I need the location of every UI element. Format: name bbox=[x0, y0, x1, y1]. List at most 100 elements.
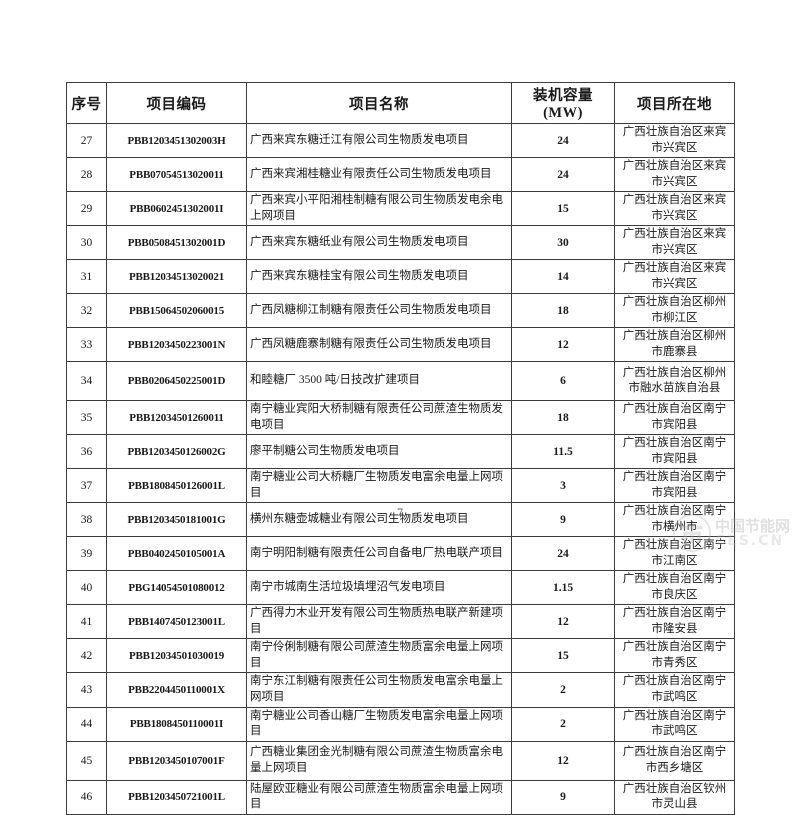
cell-project-code: PBB15064502060015 bbox=[106, 293, 247, 329]
cell-sequence: 40 bbox=[66, 570, 107, 606]
table-body: 27 PBB1203451302003H 广西来宾东糖迁江有限公司生物质发电项目 24… bbox=[66, 122, 735, 815]
cell-capacity: 12 bbox=[511, 604, 615, 640]
cell-location: 广西壮族自治区南宁市良庆区 bbox=[614, 570, 735, 606]
cell-project-name: 南宁糖业公司大桥糖厂生物质发电富余电量上网项目 bbox=[246, 468, 512, 504]
table-row: 34 PBB0206450225001D 和睦糖厂 3500 吨/日技改扩建项目 6 广… bbox=[66, 361, 735, 402]
cell-project-code: PBB1203450223001N bbox=[106, 327, 247, 363]
cell-capacity: 18 bbox=[511, 400, 615, 436]
cell-project-name: 广西来宾东糖桂宝有限公司生物质发电项目 bbox=[246, 259, 512, 295]
cell-project-name: 广西得力木业开发有限公司生物质热电联产新建项目 bbox=[246, 604, 512, 640]
project-table: 序号 项目编码 项目名称 装机容量(MW) 项目所在地 27 PBB1203451… bbox=[66, 82, 735, 815]
cell-location: 广西壮族自治区柳州市融水苗族自治县 bbox=[614, 361, 735, 402]
cell-sequence: 37 bbox=[66, 468, 107, 504]
cell-location: 广西壮族自治区南宁市青秀区 bbox=[614, 638, 735, 674]
cell-sequence: 36 bbox=[66, 434, 107, 470]
table-row: 42 PBB12034501030019 南宁伶俐制糖有限公司蔗渣生物质富余电量上网… bbox=[66, 638, 735, 674]
cell-project-name: 和睦糖厂 3500 吨/日技改扩建项目 bbox=[246, 361, 512, 402]
cell-sequence: 45 bbox=[66, 740, 107, 781]
cell-capacity: 24 bbox=[511, 157, 615, 193]
cell-sequence: 29 bbox=[66, 191, 107, 227]
cell-project-code: PBB1203450107001F bbox=[106, 740, 247, 781]
cell-capacity: 15 bbox=[511, 638, 615, 674]
cell-location: 广西壮族自治区柳州市鹿寨县 bbox=[614, 327, 735, 363]
cell-location: 广西壮族自治区柳州市柳江区 bbox=[614, 293, 735, 329]
cell-project-name: 广西来宾东糖迁江有限公司生物质发电项目 bbox=[246, 122, 512, 159]
cell-capacity: 30 bbox=[511, 225, 615, 261]
cell-capacity: 9 bbox=[511, 779, 615, 815]
cell-capacity: 15 bbox=[511, 191, 615, 227]
column-header-seq: 序号 bbox=[66, 82, 107, 124]
cell-project-name: 廖平制糖公司生物质发电项目 bbox=[246, 434, 512, 470]
cell-project-code: PBB2204450110001X bbox=[106, 672, 247, 708]
cell-location: 广西壮族自治区南宁市横州市 bbox=[614, 502, 735, 538]
cell-project-name: 南宁明阳制糖有限责任公司自备电厂热电联产项目 bbox=[246, 536, 512, 572]
cell-project-name: 广西凤糖鹿寨制糖有限责任公司生物质发电项目 bbox=[246, 327, 512, 363]
cell-location: 广西壮族自治区南宁市宾阳县 bbox=[614, 468, 735, 504]
cell-capacity: 18 bbox=[511, 293, 615, 329]
cell-project-name: 广西来宾东糖纸业有限公司生物质发电项目 bbox=[246, 225, 512, 261]
table-row: 33 PBB1203450223001N 广西凤糖鹿寨制糖有限责任公司生物质发电项目… bbox=[66, 327, 735, 363]
cell-project-name: 南宁糖业公司香山糖厂生物质发电富余电量上网项目 bbox=[246, 706, 512, 742]
cell-capacity: 11.5 bbox=[511, 434, 615, 470]
cell-project-code: PBB1203450126002G bbox=[106, 434, 247, 470]
cell-project-name: 南宁东江制糖有限责任公司生物质发电富余电量上网项目 bbox=[246, 672, 512, 708]
cell-project-name: 广西来宾小平阳湘桂制糖有限公司生物质发电余电上网项目 bbox=[246, 191, 512, 227]
cell-sequence: 31 bbox=[66, 259, 107, 295]
cell-project-code: PBB0602451302001I bbox=[106, 191, 247, 227]
table-row: 31 PBB12034513020021 广西来宾东糖桂宝有限公司生物质发电项目 14… bbox=[66, 259, 735, 295]
table-row: 38 PBB1203450181001G 横州东糖壶城糖业有限公司生物质发电项目 9 广… bbox=[66, 502, 735, 538]
table-row: 36 PBB1203450126002G 廖平制糖公司生物质发电项目 11.5 广西壮族… bbox=[66, 434, 735, 470]
cell-project-code: PBB12034513020021 bbox=[106, 259, 247, 295]
table-row: 27 PBB1203451302003H 广西来宾东糖迁江有限公司生物质发电项目 24… bbox=[66, 122, 735, 159]
table-header-row: 序号 项目编码 项目名称 装机容量(MW) 项目所在地 bbox=[66, 82, 735, 124]
cell-capacity: 6 bbox=[511, 361, 615, 402]
cell-project-code: PBB1808450126001L bbox=[106, 468, 247, 504]
table-row: 37 PBB1808450126001L 南宁糖业公司大桥糖厂生物质发电富余电量上网… bbox=[66, 468, 735, 504]
cell-sequence: 28 bbox=[66, 157, 107, 193]
table-header: 序号 项目编码 项目名称 装机容量(MW) 项目所在地 bbox=[66, 82, 735, 124]
table-row: 28 PBB07054513020011 广西来宾湘桂糖业有限责任公司生物质发电项目… bbox=[66, 157, 735, 193]
cell-location: 广西壮族自治区来宾市兴宾区 bbox=[614, 122, 735, 159]
cell-capacity: 12 bbox=[511, 327, 615, 363]
table-row: 32 PBB15064502060015 广西凤糖柳江制糖有限责任公司生物质发电项目… bbox=[66, 293, 735, 329]
cell-project-code: PBB1203450721001L bbox=[106, 779, 247, 815]
table-row: 41 PBB1407450123001L 广西得力木业开发有限公司生物质热电联产新建… bbox=[66, 604, 735, 640]
cell-capacity: 14 bbox=[511, 259, 615, 295]
cell-location: 广西壮族自治区来宾市兴宾区 bbox=[614, 225, 735, 261]
cell-location: 广西壮族自治区南宁市宾阳县 bbox=[614, 400, 735, 436]
table-row: 43 PBB2204450110001X 南宁东江制糖有限责任公司生物质发电富余电量… bbox=[66, 672, 735, 708]
page-number: 7 bbox=[397, 505, 403, 519]
cell-project-code: PBB07054513020011 bbox=[106, 157, 247, 193]
cell-sequence: 32 bbox=[66, 293, 107, 329]
column-header-code: 项目编码 bbox=[106, 82, 247, 124]
cell-project-name: 陆屋欧亚糖业有限公司蔗渣生物质富余电量上网项目 bbox=[246, 779, 512, 815]
table-row: 30 PBB0508451302001D 广西来宾东糖纸业有限公司生物质发电项目 30… bbox=[66, 225, 735, 261]
table-row: 40 PBG14054501080012 南宁市城南生活垃圾填埋沼气发电项目 1.15… bbox=[66, 570, 735, 606]
cell-sequence: 46 bbox=[66, 779, 107, 815]
cell-capacity: 2 bbox=[511, 706, 615, 742]
cell-project-name: 广西来宾湘桂糖业有限责任公司生物质发电项目 bbox=[246, 157, 512, 193]
cell-location: 广西壮族自治区南宁市武鸣区 bbox=[614, 706, 735, 742]
cell-project-code: PBB1407450123001L bbox=[106, 604, 247, 640]
cell-capacity: 24 bbox=[511, 122, 615, 159]
cell-sequence: 27 bbox=[66, 122, 107, 159]
cell-project-name: 南宁市城南生活垃圾填埋沼气发电项目 bbox=[246, 570, 512, 606]
column-header-name: 项目名称 bbox=[246, 82, 512, 124]
cell-sequence: 30 bbox=[66, 225, 107, 261]
column-header-capacity: 装机容量(MW) bbox=[511, 82, 615, 124]
cell-location: 广西壮族自治区南宁市西乡塘区 bbox=[614, 740, 735, 781]
cell-project-code: PBB1203451302003H bbox=[106, 122, 247, 159]
table-row: 46 PBB1203450721001L 陆屋欧亚糖业有限公司蔗渣生物质富余电量上网… bbox=[66, 779, 735, 815]
cell-project-code: PBG14054501080012 bbox=[106, 570, 247, 606]
cell-sequence: 43 bbox=[66, 672, 107, 708]
cell-location: 广西壮族自治区来宾市兴宾区 bbox=[614, 157, 735, 193]
cell-location: 广西壮族自治区钦州市灵山县 bbox=[614, 779, 735, 815]
cell-project-code: PBB0206450225001D bbox=[106, 361, 247, 402]
cell-sequence: 33 bbox=[66, 327, 107, 363]
cell-capacity: 3 bbox=[511, 468, 615, 504]
cell-sequence: 38 bbox=[66, 502, 107, 538]
cell-sequence: 34 bbox=[66, 361, 107, 402]
cell-project-name: 南宁伶俐制糖有限公司蔗渣生物质富余电量上网项目 bbox=[246, 638, 512, 674]
table-row: 39 PBB0402450105001A 南宁明阳制糖有限责任公司自备电厂热电联产项… bbox=[66, 536, 735, 572]
cell-location: 广西壮族自治区南宁市隆安县 bbox=[614, 604, 735, 640]
